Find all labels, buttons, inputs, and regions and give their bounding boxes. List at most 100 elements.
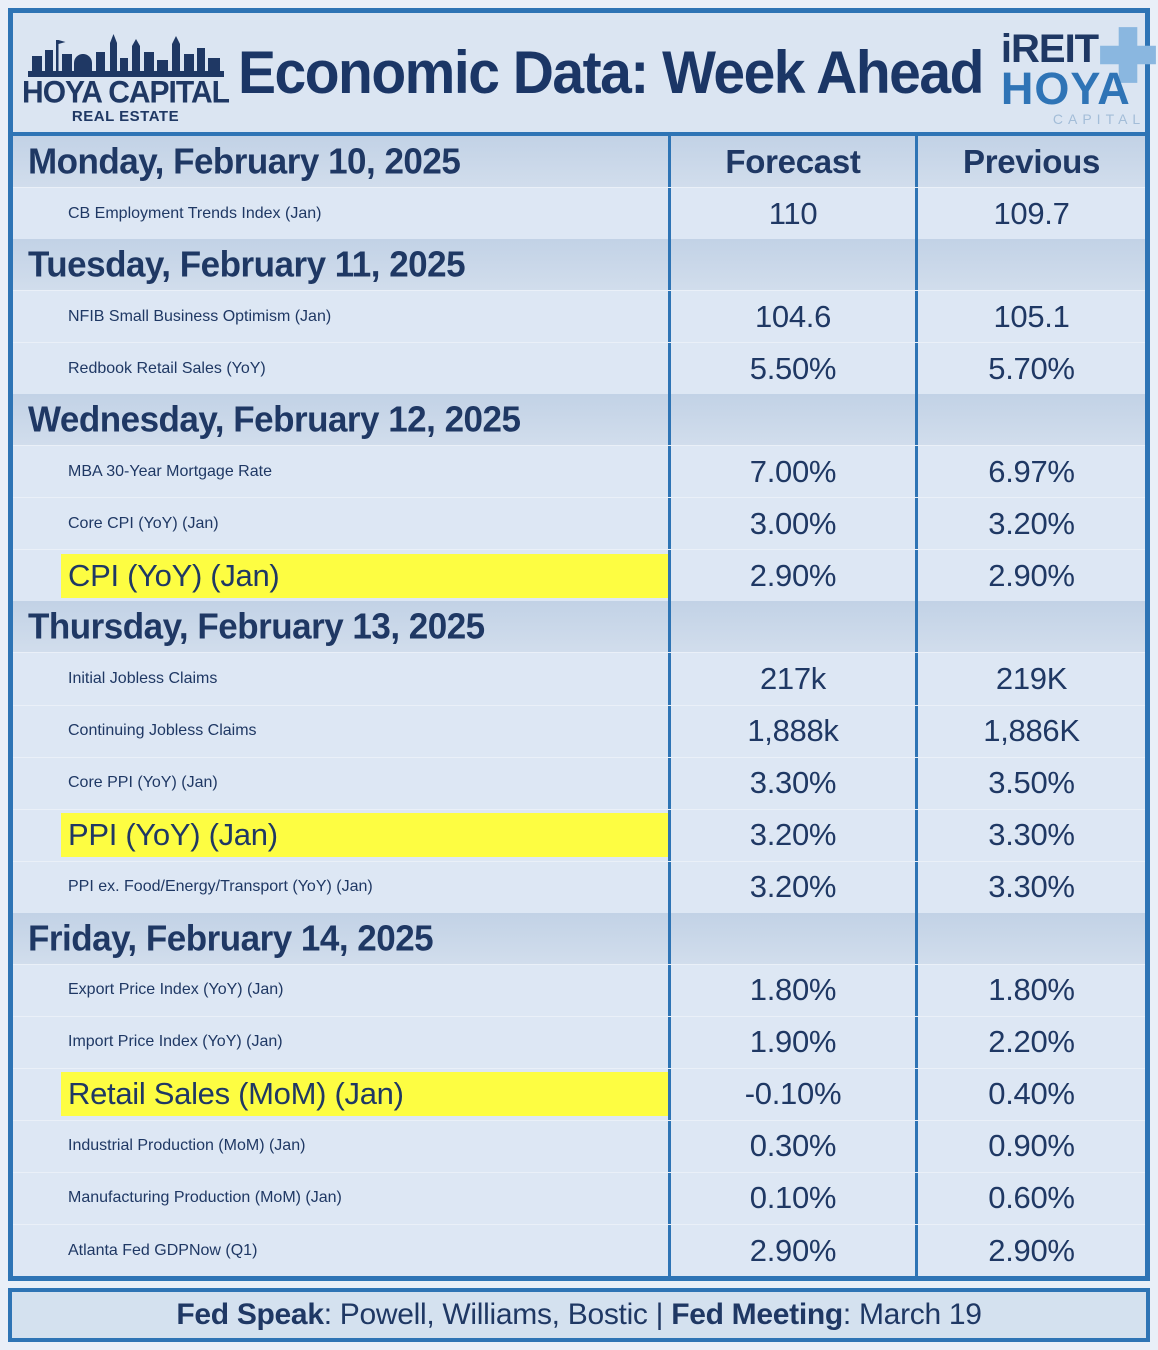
table-row: Core PPI (YoY) (Jan) 3.30% 3.50%: [13, 756, 1145, 809]
plus-cross-icon: [1097, 24, 1158, 91]
economic-data-table: Monday, February 10, 2025 Forecast Previou…: [13, 136, 1145, 1277]
indicator-label: Industrial Production (MoM) (Jan): [68, 1137, 306, 1155]
capital-wordmark: CAPITAL: [1052, 110, 1146, 127]
table-row: PPI ex. Food/Energy/Transport (YoY) (Jan…: [13, 860, 1145, 913]
empty-cell: [915, 239, 1145, 291]
section-date-label: Wednesday, February 12, 2025: [28, 398, 521, 440]
fed-meeting-label: Fed Meeting: [671, 1298, 843, 1331]
row-label: Redbook Retail Sales (YoY): [13, 343, 668, 394]
indicator-label: Initial Jobless Claims: [68, 669, 218, 687]
table-row: Import Price Index (YoY) (Jan) 1.90% 2.20%: [13, 1015, 1145, 1068]
forecast-value: 104.6: [668, 291, 915, 343]
previous-value: 2.20%: [915, 1016, 1145, 1068]
previous-value: 3.30%: [915, 809, 1145, 861]
indicator-label: Import Price Index (YoY) (Jan): [68, 1033, 283, 1051]
indicator-label: Continuing Jobless Claims: [68, 722, 257, 740]
row-label: Core PPI (YoY) (Jan): [13, 758, 668, 809]
forecast-value: 3.00%: [668, 498, 915, 550]
table-row: Redbook Retail Sales (YoY) 5.50% 5.70%: [13, 342, 1145, 395]
forecast-column-header: Forecast: [668, 136, 915, 188]
previous-value: 5.70%: [915, 343, 1145, 395]
empty-cell: [668, 394, 915, 446]
table-row: CB Employment Trends Index (Jan) 110 109.7: [13, 187, 1145, 240]
previous-value: 6.97%: [915, 446, 1145, 498]
section-header-row: Monday, February 10, 2025 Forecast Previou…: [13, 136, 1145, 188]
row-label: Core CPI (YoY) (Jan): [13, 498, 668, 549]
table-row: Atlanta Fed GDPNow (Q1) 2.90% 2.90%: [13, 1223, 1145, 1277]
forecast-value: 110: [668, 188, 915, 240]
row-label: Import Price Index (YoY) (Jan): [13, 1017, 668, 1068]
section-date-label: Tuesday, February 11, 2025: [28, 243, 466, 285]
footer-separator: |: [655, 1298, 672, 1331]
empty-cell: [915, 394, 1145, 446]
forecast-value: 217k: [668, 653, 915, 705]
forecast-value: 0.10%: [668, 1172, 915, 1224]
brand-name: HOYA CAPITAL: [22, 75, 230, 110]
indicator-label: MBA 30-Year Mortgage Rate: [68, 462, 272, 480]
section-header-row: Thursday, February 13, 2025: [13, 601, 1145, 653]
indicator-label: Atlanta Fed GDPNow (Q1): [68, 1241, 258, 1259]
table-row: CPI (YoY) (Jan) 2.90% 2.90%: [13, 549, 1145, 602]
table-row: Manufacturing Production (MoM) (Jan) 0.10…: [13, 1171, 1145, 1224]
section-header-row: Friday, February 14, 2025: [13, 912, 1145, 964]
row-label: CB Employment Trends Index (Jan): [13, 188, 668, 239]
table-row: NFIB Small Business Optimism (Jan) 104.6 1…: [13, 290, 1145, 343]
previous-value: 0.90%: [915, 1120, 1145, 1172]
previous-value: 3.50%: [915, 757, 1145, 809]
forecast-value: 7.00%: [668, 446, 915, 498]
fed-meeting-value: : March 19: [842, 1298, 982, 1331]
table-row: Export Price Index (YoY) (Jan) 1.80% 1.80%: [13, 963, 1145, 1016]
empty-cell: [668, 239, 915, 291]
row-label: MBA 30-Year Mortgage Rate: [13, 446, 668, 497]
row-label: Atlanta Fed GDPNow (Q1): [13, 1225, 668, 1276]
previous-value: 105.1: [915, 291, 1145, 343]
previous-value: 2.90%: [915, 1224, 1145, 1277]
previous-column-header: Previous: [915, 136, 1145, 188]
table-row: Industrial Production (MoM) (Jan) 0.30% 0.…: [13, 1119, 1145, 1172]
forecast-value: 2.90%: [668, 1224, 915, 1277]
empty-cell: [915, 912, 1145, 964]
fed-footer: Fed Speak: Powell, Williams, Bostic | Fe…: [8, 1288, 1150, 1342]
previous-value: 1,886K: [915, 705, 1145, 757]
indicator-label: NFIB Small Business Optimism (Jan): [68, 307, 332, 325]
previous-value: 1.80%: [915, 964, 1145, 1016]
indicator-label: Export Price Index (YoY) (Jan): [68, 981, 284, 999]
section-header-row: Tuesday, February 11, 2025: [13, 239, 1145, 291]
row-label: Manufacturing Production (MoM) (Jan): [13, 1173, 668, 1224]
previous-value: 2.90%: [915, 550, 1145, 602]
forecast-value: 1.80%: [668, 964, 915, 1016]
empty-cell: [915, 601, 1145, 653]
hoya-wordmark: HOYA: [1000, 62, 1131, 114]
forecast-value: 3.20%: [668, 861, 915, 913]
indicator-label: Redbook Retail Sales (YoY): [68, 359, 266, 377]
previous-value: 0.60%: [915, 1172, 1145, 1224]
section-date-label: Thursday, February 13, 2025: [28, 606, 485, 647]
row-label: PPI ex. Food/Energy/Transport (YoY) (Jan…: [13, 862, 668, 913]
forecast-value: 2.90%: [668, 550, 915, 602]
table-row: Core CPI (YoY) (Jan) 3.00% 3.20%: [13, 497, 1145, 550]
forecast-value: 3.30%: [668, 757, 915, 809]
brand-tagline: REAL ESTATE: [71, 108, 180, 125]
row-label: CPI (YoY) (Jan): [13, 550, 668, 601]
row-label: PPI (YoY) (Jan): [13, 810, 668, 861]
empty-cell: [668, 912, 915, 964]
report-card: HOYA CAPITAL REAL ESTATE Economic Data: …: [8, 8, 1156, 1281]
indicator-label: Core CPI (YoY) (Jan): [68, 514, 219, 532]
row-label: Continuing Jobless Claims: [13, 706, 668, 757]
previous-value: 0.40%: [915, 1068, 1145, 1120]
indicator-label: CB Employment Trends Index (Jan): [68, 204, 322, 222]
previous-value: 3.20%: [915, 498, 1145, 550]
table-row: Continuing Jobless Claims 1,888k 1,886K: [13, 704, 1145, 757]
row-label: Initial Jobless Claims: [13, 653, 668, 704]
highlighted-indicator-label: PPI (YoY) (Jan): [61, 813, 668, 858]
row-label: Export Price Index (YoY) (Jan): [13, 965, 668, 1016]
row-label: Industrial Production (MoM) (Jan): [13, 1121, 668, 1172]
highlighted-indicator-label: Retail Sales (MoM) (Jan): [61, 1072, 668, 1117]
forecast-value: 5.50%: [668, 343, 915, 395]
empty-cell: [668, 601, 915, 653]
page-title: Economic Data: Week Ahead: [238, 38, 984, 107]
section-date-label: Friday, February 14, 2025: [28, 917, 434, 958]
ireit-wordmark: iREIT: [1000, 26, 1099, 71]
forecast-value: 1.90%: [668, 1016, 915, 1068]
forecast-value: 3.20%: [668, 809, 915, 861]
